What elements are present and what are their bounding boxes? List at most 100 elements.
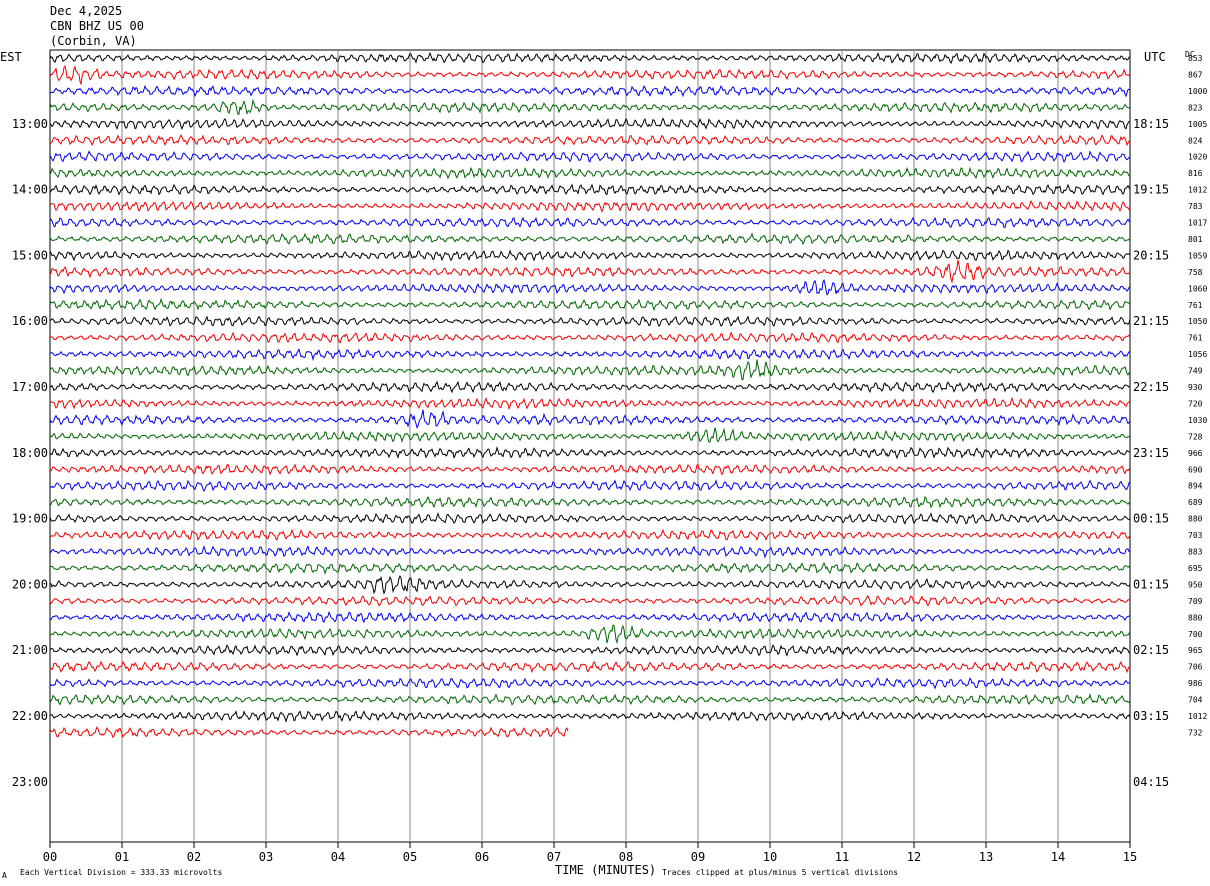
utc-hour-label: 22:15 bbox=[1133, 380, 1169, 394]
trace-line bbox=[49, 463, 1131, 476]
dc-offset-label: 761 bbox=[1188, 334, 1203, 343]
est-hour-label: 20:00 bbox=[12, 577, 48, 591]
trace-line bbox=[49, 512, 1131, 525]
trace-line bbox=[49, 183, 1131, 196]
utc-hour-label: 23:15 bbox=[1133, 446, 1169, 460]
dc-offset-label: 883 bbox=[1188, 548, 1203, 557]
utc-hour-label: 19:15 bbox=[1133, 183, 1169, 197]
x-tick-label: 06 bbox=[475, 850, 489, 864]
trace-line bbox=[49, 98, 1131, 116]
trace-line bbox=[49, 232, 1131, 246]
dc-offset-label: 761 bbox=[1188, 301, 1203, 310]
trace-line bbox=[49, 150, 1131, 164]
x-tick-label: 11 bbox=[835, 850, 849, 864]
trace-line bbox=[49, 693, 1131, 706]
utc-hour-label: 03:15 bbox=[1133, 709, 1169, 723]
dc-label: DC bbox=[1185, 50, 1195, 59]
dc-offset-label: 783 bbox=[1188, 202, 1203, 211]
trace-line bbox=[49, 380, 1131, 394]
dc-offset-label: 1017 bbox=[1188, 219, 1207, 228]
trace-line bbox=[49, 259, 1131, 284]
dc-offset-label: 700 bbox=[1188, 630, 1203, 639]
trace-line bbox=[49, 660, 1131, 674]
est-hour-label: 21:00 bbox=[12, 643, 48, 657]
est-hour-label: 16:00 bbox=[12, 314, 48, 328]
trace-line bbox=[49, 347, 1131, 362]
scale-note: Each Vertical Division = 333.33 microvol… bbox=[20, 868, 222, 877]
utc-zone-label: UTC bbox=[1144, 50, 1166, 64]
trace-line bbox=[49, 610, 1131, 624]
est-hour-label: 17:00 bbox=[12, 380, 48, 394]
utc-hour-label: 02:15 bbox=[1133, 643, 1169, 657]
x-tick-label: 08 bbox=[619, 850, 633, 864]
trace-line bbox=[49, 117, 1131, 131]
trace-line bbox=[49, 574, 1131, 595]
corner-mark: A bbox=[2, 871, 7, 880]
trace-line bbox=[49, 359, 1131, 381]
trace-line bbox=[49, 297, 1131, 312]
x-tick-label: 13 bbox=[979, 850, 993, 864]
dc-offset-label: 801 bbox=[1188, 235, 1203, 244]
dc-offset-label: 732 bbox=[1188, 728, 1203, 737]
dc-offset-label: 690 bbox=[1188, 465, 1203, 474]
x-tick-label: 07 bbox=[547, 850, 561, 864]
dc-offset-label: 704 bbox=[1188, 696, 1203, 705]
est-hour-label: 22:00 bbox=[12, 709, 48, 723]
est-hour-label: 18:00 bbox=[12, 446, 48, 460]
dc-offset-label: 950 bbox=[1188, 580, 1203, 589]
dc-offset-label: 703 bbox=[1188, 531, 1203, 540]
x-tick-label: 03 bbox=[259, 850, 273, 864]
seismic-traces bbox=[49, 51, 1131, 739]
grid-lines bbox=[49, 49, 1131, 843]
x-tick-label: 00 bbox=[43, 850, 57, 864]
dc-offset-label: 1060 bbox=[1188, 284, 1207, 293]
utc-hour-label: 04:15 bbox=[1133, 775, 1169, 789]
x-tick-label: 14 bbox=[1051, 850, 1065, 864]
x-tick-label: 02 bbox=[187, 850, 201, 864]
x-tick-label: 10 bbox=[763, 850, 777, 864]
dc-offset-label: 709 bbox=[1188, 597, 1203, 606]
header-location: (Corbin, VA) bbox=[50, 34, 137, 48]
clip-note: Traces clipped at plus/minus 5 vertical … bbox=[662, 868, 898, 877]
dc-offset-label: 816 bbox=[1188, 169, 1203, 178]
dc-offset-label: 880 bbox=[1188, 515, 1203, 524]
trace-line bbox=[49, 216, 1131, 228]
dc-offset-label: 1050 bbox=[1188, 317, 1207, 326]
x-axis-title: TIME (MINUTES) bbox=[555, 863, 656, 877]
trace-line bbox=[49, 594, 1131, 607]
dc-offset-label: 824 bbox=[1188, 136, 1203, 145]
dc-offset-label: 966 bbox=[1188, 449, 1203, 458]
x-tick-label: 01 bbox=[115, 850, 129, 864]
dc-offset-label: 823 bbox=[1188, 103, 1203, 112]
plot-frame bbox=[49, 49, 1131, 843]
trace-line bbox=[49, 528, 1131, 542]
utc-hour-label: 18:15 bbox=[1133, 117, 1169, 131]
x-tick-label: 04 bbox=[331, 850, 345, 864]
trace-line bbox=[49, 446, 1131, 460]
trace-line bbox=[49, 726, 569, 739]
trace-line bbox=[49, 51, 1131, 65]
trace-line bbox=[49, 134, 1131, 147]
trace-line bbox=[49, 427, 1131, 443]
trace-line bbox=[49, 200, 1131, 213]
x-tick-label: 15 bbox=[1123, 850, 1137, 864]
dc-offset-label: 1012 bbox=[1188, 186, 1207, 195]
trace-line bbox=[49, 409, 1131, 429]
dc-offset-label: 1020 bbox=[1188, 153, 1207, 162]
utc-hour-label: 21:15 bbox=[1133, 314, 1169, 328]
dc-offset-label: 965 bbox=[1188, 646, 1203, 655]
est-hour-label: 19:00 bbox=[12, 512, 48, 526]
dc-offset-label: 758 bbox=[1188, 268, 1203, 277]
trace-line bbox=[49, 561, 1131, 575]
est-hour-label: 15:00 bbox=[12, 248, 48, 262]
est-zone-label: EST bbox=[0, 50, 22, 64]
dc-offset-label: 986 bbox=[1188, 679, 1203, 688]
dc-offset-label: 1056 bbox=[1188, 350, 1207, 359]
dc-offset-label: 749 bbox=[1188, 367, 1203, 376]
trace-line bbox=[49, 644, 1131, 657]
dc-offset-label: 1059 bbox=[1188, 251, 1207, 260]
dc-offset-label: 720 bbox=[1188, 399, 1203, 408]
utc-hour-labels: 18:15 19:15 20:15 21:15 22:15 23:15 00:15 01:15… bbox=[1133, 117, 1169, 789]
dc-offset-label: 930 bbox=[1188, 383, 1203, 392]
est-hour-label: 13:00 bbox=[12, 117, 48, 131]
